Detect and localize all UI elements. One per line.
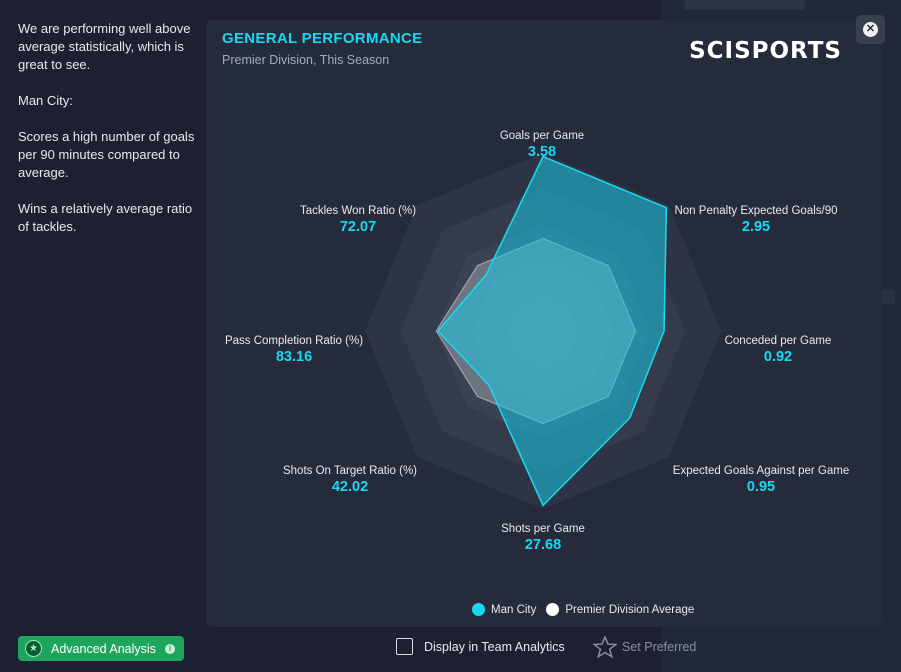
axis-value: 0.95 <box>746 479 776 495</box>
axis-label-text: Tackles Won Ratio (%) <box>299 205 417 217</box>
legend-label: Premier Division Average <box>565 603 695 616</box>
summary-intro: We are performing well above average sta… <box>18 21 191 72</box>
panel-title: GENERAL PERFORMANCE <box>222 30 423 47</box>
axis-label-text: Goals per Game <box>499 130 585 142</box>
radar-series <box>435 155 668 507</box>
axis-label-text: Shots per Game <box>501 523 585 535</box>
axis-label-text: Conceded per Game <box>724 335 832 347</box>
axis-value: 27.68 <box>524 537 562 553</box>
axis-value: 2.95 <box>741 219 771 235</box>
set-preferred-label: Set Preferred <box>622 640 697 654</box>
info-icon[interactable]: i <box>164 643 175 654</box>
axis-value: 72.07 <box>339 219 377 235</box>
display-team-analytics-toggle[interactable]: Display in Team Analytics <box>396 638 565 655</box>
close-button[interactable]: ✕ <box>856 15 885 44</box>
axis-non-penalty-xg: Non Penalty Expected Goals/90 2.95 <box>646 205 866 235</box>
axis-value: 0.92 <box>763 349 793 365</box>
axis-pass-completion: Pass Completion Ratio (%) 83.16 <box>209 335 379 365</box>
axis-conceded-per-game: Conceded per Game 0.92 <box>688 335 868 365</box>
axis-label-text: Pass Completion Ratio (%) <box>224 335 364 347</box>
close-icon: ✕ <box>863 22 878 37</box>
series-man-city <box>436 155 668 507</box>
chart-legend: Man City Premier Division Average <box>472 603 704 616</box>
legend-man-city[interactable]: Man City <box>472 603 536 616</box>
summary-team: Man City: <box>18 93 73 108</box>
advanced-analysis-label: Advanced Analysis <box>51 641 156 656</box>
axis-value: 42.02 <box>331 479 369 495</box>
advanced-analysis-button[interactable]: ★ Advanced Analysis i <box>18 636 184 661</box>
legend-label: Man City <box>491 603 537 616</box>
scisports-logo: SCISPORTS <box>689 38 842 64</box>
axis-value: 3.58 <box>527 144 557 160</box>
radar-chart <box>365 153 721 509</box>
legend-dot-icon <box>546 603 560 616</box>
display-team-analytics-label: Display in Team Analytics <box>424 639 565 654</box>
set-preferred-button[interactable]: Set Preferred <box>593 636 696 658</box>
background-header <box>685 0 805 10</box>
summary-point-goals: Scores a high number of goals per 90 min… <box>18 129 195 180</box>
axis-label-text: Shots On Target Ratio (%) <box>282 465 417 477</box>
axis-label-text: Non Penalty Expected Goals/90 <box>674 205 838 217</box>
star-badge-icon: ★ <box>25 640 42 657</box>
star-outline-icon <box>593 636 617 658</box>
axis-xg-against: Expected Goals Against per Game 0.95 <box>656 465 866 495</box>
panel-subtitle: Premier Division, This Season <box>222 53 390 67</box>
legend-average[interactable]: Premier Division Average <box>546 603 694 616</box>
axis-shots-on-target: Shots On Target Ratio (%) 42.02 <box>255 465 445 495</box>
summary-point-tackles: Wins a relatively average ratio of tackl… <box>18 201 193 234</box>
legend-dot-icon <box>472 603 485 616</box>
checkbox[interactable] <box>396 638 413 655</box>
axis-value: 83.16 <box>275 349 313 365</box>
axis-goals-per-game: Goals per Game 3.58 <box>452 130 632 160</box>
axis-shots-per-game: Shots per Game 27.68 <box>453 523 633 553</box>
axis-label-text: Expected Goals Against per Game <box>672 465 850 477</box>
axis-tackles-won: Tackles Won Ratio (%) 72.07 <box>273 205 443 235</box>
summary-text: We are performing well above average sta… <box>18 20 200 254</box>
